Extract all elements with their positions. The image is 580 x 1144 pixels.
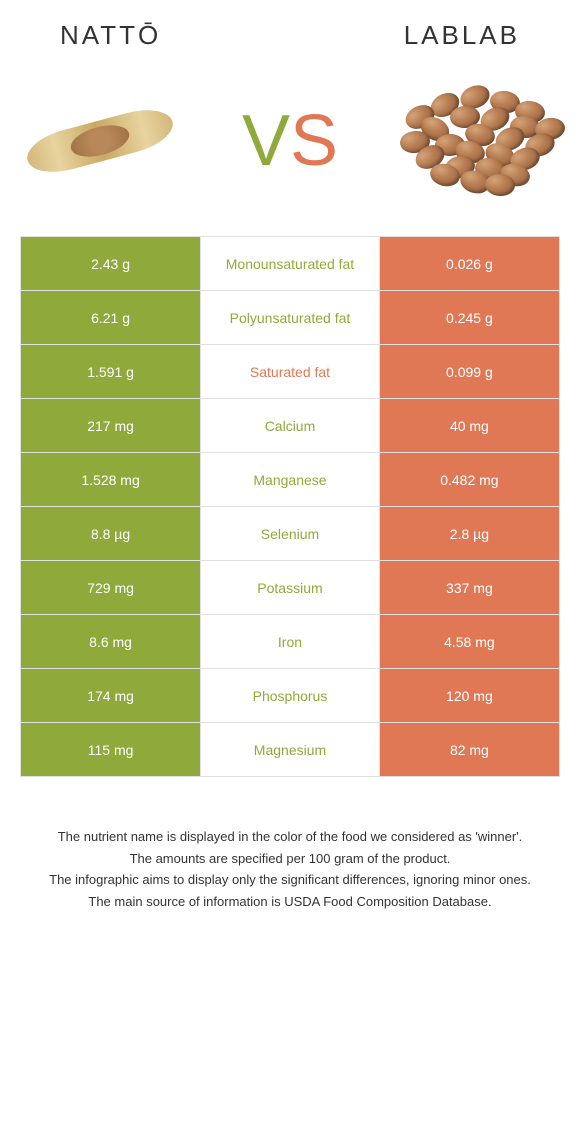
vs-v-letter: V bbox=[242, 100, 290, 182]
food-left-title: NATTŌ bbox=[60, 20, 161, 51]
vs-s-letter: S bbox=[290, 100, 338, 182]
footer-line-3: The infographic aims to display only the… bbox=[30, 870, 550, 890]
nutrient-label: Iron bbox=[200, 615, 380, 668]
footer-line-4: The main source of information is USDA F… bbox=[30, 892, 550, 912]
nutrient-label: Saturated fat bbox=[200, 345, 380, 398]
food-right-title: LABLAB bbox=[404, 20, 520, 51]
value-right: 337 mg bbox=[380, 561, 559, 614]
nutrient-row: 115 mgMagnesium82 mg bbox=[21, 723, 559, 777]
nutrient-label: Phosphorus bbox=[200, 669, 380, 722]
value-left: 8.8 µg bbox=[21, 507, 200, 560]
value-left: 2.43 g bbox=[21, 237, 200, 290]
value-right: 0.245 g bbox=[380, 291, 559, 344]
natto-image bbox=[20, 76, 180, 206]
value-left: 1.528 mg bbox=[21, 453, 200, 506]
value-right: 0.099 g bbox=[380, 345, 559, 398]
nutrient-label: Magnesium bbox=[200, 723, 380, 776]
value-right: 4.58 mg bbox=[380, 615, 559, 668]
nutrient-row: 2.43 gMonounsaturated fat0.026 g bbox=[21, 237, 559, 291]
nutrient-row: 6.21 gPolyunsaturated fat0.245 g bbox=[21, 291, 559, 345]
value-left: 115 mg bbox=[21, 723, 200, 776]
nutrient-label: Selenium bbox=[200, 507, 380, 560]
nutrient-label: Potassium bbox=[200, 561, 380, 614]
nutrient-row: 1.528 mgManganese0.482 mg bbox=[21, 453, 559, 507]
vs-label: VS bbox=[242, 100, 338, 182]
nutrient-label: Manganese bbox=[200, 453, 380, 506]
nutrient-row: 8.8 µgSelenium2.8 µg bbox=[21, 507, 559, 561]
value-left: 1.591 g bbox=[21, 345, 200, 398]
nutrient-row: 217 mgCalcium40 mg bbox=[21, 399, 559, 453]
footer-line-1: The nutrient name is displayed in the co… bbox=[30, 827, 550, 847]
nutrient-label: Polyunsaturated fat bbox=[200, 291, 380, 344]
value-left: 8.6 mg bbox=[21, 615, 200, 668]
infographic-container: NATTŌ LABLAB VS 2.43 gMonounsaturated fa… bbox=[0, 0, 580, 953]
value-right: 40 mg bbox=[380, 399, 559, 452]
value-left: 174 mg bbox=[21, 669, 200, 722]
title-row: NATTŌ LABLAB bbox=[20, 20, 560, 61]
value-left: 6.21 g bbox=[21, 291, 200, 344]
nutrient-row: 8.6 mgIron4.58 mg bbox=[21, 615, 559, 669]
image-row: VS bbox=[20, 61, 560, 236]
nutrient-label: Monounsaturated fat bbox=[200, 237, 380, 290]
footer-notes: The nutrient name is displayed in the co… bbox=[20, 777, 560, 933]
value-right: 0.026 g bbox=[380, 237, 559, 290]
nutrient-label: Calcium bbox=[200, 399, 380, 452]
nutrient-row: 1.591 gSaturated fat0.099 g bbox=[21, 345, 559, 399]
value-right: 120 mg bbox=[380, 669, 559, 722]
footer-line-2: The amounts are specified per 100 gram o… bbox=[30, 849, 550, 869]
value-left: 217 mg bbox=[21, 399, 200, 452]
value-right: 82 mg bbox=[380, 723, 559, 776]
value-right: 2.8 µg bbox=[380, 507, 559, 560]
value-left: 729 mg bbox=[21, 561, 200, 614]
nutrient-table: 2.43 gMonounsaturated fat0.026 g6.21 gPo… bbox=[20, 236, 560, 777]
value-right: 0.482 mg bbox=[380, 453, 559, 506]
nutrient-row: 174 mgPhosphorus120 mg bbox=[21, 669, 559, 723]
nutrient-row: 729 mgPotassium337 mg bbox=[21, 561, 559, 615]
lablab-image bbox=[400, 76, 560, 206]
